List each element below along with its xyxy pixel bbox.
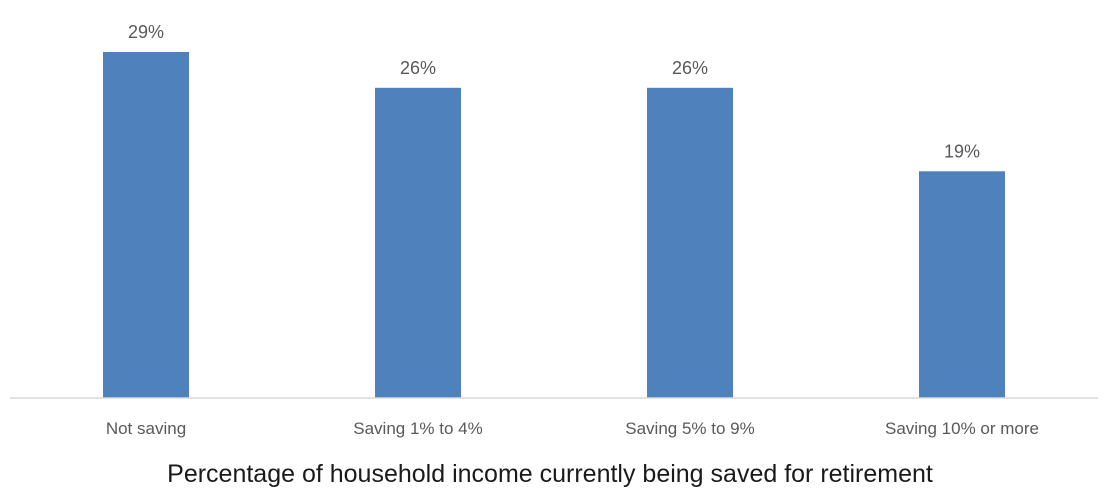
- bar: [375, 87, 461, 399]
- data-label: 26%: [672, 58, 708, 78]
- category-labels-group: Not saving Saving 1% to 4% Saving 5% to 9%…: [106, 419, 1039, 438]
- bar: [103, 52, 189, 398]
- data-label: 19%: [944, 141, 980, 161]
- bar: [919, 171, 1005, 398]
- category-label: Saving 10% or more: [885, 419, 1039, 438]
- category-label: Saving 1% to 4%: [353, 419, 482, 438]
- category-label: Not saving: [106, 419, 186, 438]
- category-label: Saving 5% to 9%: [625, 419, 754, 438]
- data-label: 29%: [128, 22, 164, 42]
- data-labels-group: 29% 26% 26% 19%: [128, 22, 980, 161]
- x-axis-title: Percentage of household income currently…: [167, 460, 933, 488]
- bar: [647, 87, 733, 399]
- data-label: 26%: [400, 58, 436, 78]
- bars-group: [103, 52, 1005, 399]
